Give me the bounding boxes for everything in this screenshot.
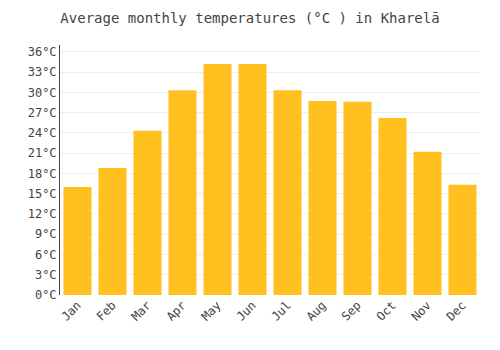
- svg-text:Jan: Jan: [59, 298, 84, 323]
- svg-text:Feb: Feb: [94, 298, 119, 323]
- svg-text:30°C: 30°C: [28, 86, 57, 100]
- svg-text:Nov: Nov: [409, 298, 434, 323]
- svg-text:Dec: Dec: [444, 298, 469, 323]
- svg-text:18°C: 18°C: [28, 167, 57, 181]
- svg-text:Mar: Mar: [129, 298, 154, 323]
- svg-text:36°C: 36°C: [28, 45, 57, 59]
- svg-text:May: May: [199, 298, 224, 323]
- svg-text:Aug: Aug: [304, 298, 329, 323]
- svg-text:Jul: Jul: [269, 298, 294, 323]
- svg-text:24°C: 24°C: [28, 126, 57, 140]
- svg-text:3°C: 3°C: [35, 268, 57, 282]
- svg-text:Oct: Oct: [374, 298, 399, 323]
- svg-text:0°C: 0°C: [35, 288, 57, 302]
- svg-text:27°C: 27°C: [28, 106, 57, 120]
- svg-text:Average monthly temperatures (: Average monthly temperatures (°C ) in Kh…: [60, 10, 439, 26]
- svg-text:6°C: 6°C: [35, 248, 57, 262]
- svg-text:Sep: Sep: [339, 298, 364, 323]
- svg-text:33°C: 33°C: [28, 65, 57, 79]
- svg-text:15°C: 15°C: [28, 187, 57, 201]
- svg-text:21°C: 21°C: [28, 146, 57, 160]
- svg-text:9°C: 9°C: [35, 227, 57, 241]
- svg-text:Apr: Apr: [164, 298, 189, 323]
- svg-text:Jun: Jun: [234, 298, 259, 323]
- svg-text:12°C: 12°C: [28, 207, 57, 221]
